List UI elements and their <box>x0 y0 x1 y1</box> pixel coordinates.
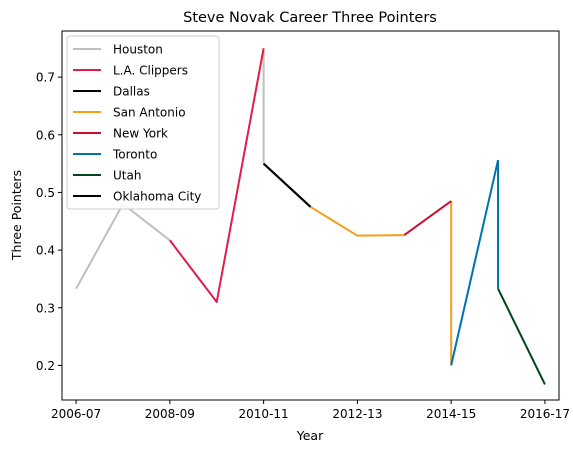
legend-label: San Antonio <box>113 106 186 120</box>
y-tick-label: 0.6 <box>36 128 55 142</box>
legend-items: Houston L.A. Clippers Dallas San Antonio New… <box>73 43 201 204</box>
chart-title: Steve Novak Career Three Pointers <box>183 10 437 26</box>
legend-label: Utah <box>113 169 141 183</box>
legend-label: Dallas <box>113 85 150 99</box>
y-tick-label: 0.4 <box>36 244 55 258</box>
y-axis-label: Three Pointers <box>9 170 24 261</box>
x-axis-label: Year <box>296 428 324 443</box>
legend-label: L.A. Clippers <box>113 64 188 78</box>
series-line-5 <box>450 159 500 366</box>
y-tick-label: 0.5 <box>36 186 55 200</box>
series-line-6 <box>497 288 546 385</box>
y-tick-label: 0.7 <box>36 71 55 85</box>
series-line-7 <box>262 162 312 208</box>
legend-frame <box>66 35 220 210</box>
x-tick-label: 2014-15 <box>426 407 476 421</box>
x-tick-label: 2008-09 <box>145 407 195 421</box>
series-line-0 <box>75 202 171 290</box>
legend: Houston L.A. Clippers Dallas San Antonio New… <box>66 35 220 210</box>
series-line-4 <box>403 200 452 236</box>
y-tick-label: 0.2 <box>36 359 55 373</box>
x-tick-label: 2010-11 <box>239 407 289 421</box>
x-axis: 2006-07 2008-09 2010-11 2012-13 2014-15 2016-… <box>51 400 570 421</box>
legend-label: New York <box>113 127 168 141</box>
legend-label: Toronto <box>112 148 157 162</box>
series-layer <box>75 48 546 385</box>
series-line-1 <box>169 48 265 303</box>
plot-area <box>61 30 560 401</box>
y-tick-label: 0.3 <box>36 301 55 315</box>
legend-label: Oklahoma City <box>113 190 201 204</box>
x-tick-label: 2012-13 <box>332 407 382 421</box>
y-axis: 0.2 0.3 0.4 0.5 0.6 0.7 <box>36 71 62 373</box>
x-tick-label: 2006-07 <box>51 407 101 421</box>
legend-label: Houston <box>113 43 163 57</box>
series-line-3 <box>309 205 405 237</box>
x-tick-label: 2016-17 <box>520 407 570 421</box>
plot-frame <box>61 30 560 401</box>
